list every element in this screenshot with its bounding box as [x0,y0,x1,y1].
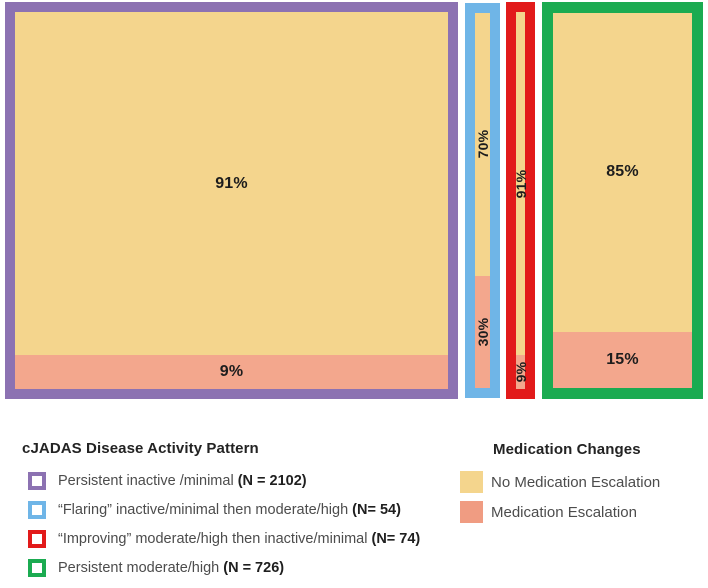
legend-item-text: “Improving” moderate/high then inactive/… [58,531,372,547]
legend-item-text: Persistent inactive /minimal [58,473,238,489]
segment-percent-label: 9% [512,361,529,383]
segment-no-med-escalation: 91% [513,12,529,356]
legend-item-n: (N= 54) [352,502,401,518]
purple-open-square-swatch [28,472,46,490]
salmon-filled-square-swatch [460,501,483,523]
segment-med-escalation: 9% [513,355,529,389]
legend-item-flaring: “Flaring” inactive/minimal then moderate… [22,501,420,519]
segment-percent-label: 15% [606,350,639,368]
segment-percent-label: 85% [606,163,639,181]
bar-flaring-inactive-then-moderate: 70% 30% [465,3,500,398]
segment-percent-label: 91% [215,174,248,192]
segment-med-escalation: 30% [474,275,491,388]
legend-item-n: (N = 2102) [237,473,307,489]
legend-item-label: “Improving” moderate/high then inactive/… [58,531,420,547]
bar-persistent-inactive-minimal: 91% 9% [5,2,458,399]
legend-item-persistent-inactive: Persistent inactive /minimal (N = 2102) [22,472,420,490]
segment-no-med-escalation: 85% [553,13,692,332]
legend-item-text: Persistent moderate/high [58,560,224,576]
segment-med-escalation: 9% [15,355,448,389]
legend-medication-changes: Medication Changes No Medication Escalat… [460,441,660,531]
legend-item-label: Persistent moderate/high (N = 726) [58,560,284,576]
segment-no-med-escalation: 70% [474,13,491,276]
legend-item-label: Medication Escalation [491,503,637,521]
legend-item-label: Persistent inactive /minimal (N = 2102) [58,473,307,489]
segment-percent-label: 30% [474,317,491,347]
legend-title-disease-activity: cJADAS Disease Activity Pattern [22,440,259,457]
segment-percent-label: 9% [219,363,244,381]
legend-item-n: (N= 74) [371,531,421,547]
bar-persistent-moderate-high: 85% 15% [542,2,703,399]
legend-title-medication-changes: Medication Changes [493,441,641,458]
tan-filled-square-swatch [460,471,483,493]
legend-item-n: (N = 726) [223,560,285,576]
legend-item-persistent-moderate: Persistent moderate/high (N = 726) [22,559,420,577]
legend-item-label: No Medication Escalation [491,473,661,491]
legend-item-medication-escalation: Medication Escalation [460,501,660,523]
legend-item-no-medication-escalation: No Medication Escalation [460,471,660,493]
legend-item-text: “Flaring” inactive/minimal then moderate… [58,502,353,518]
red-open-square-swatch [28,530,46,548]
green-open-square-swatch [28,559,46,577]
segment-percent-label: 70% [474,129,491,159]
legend-item-improving: “Improving” moderate/high then inactive/… [22,530,420,548]
segment-percent-label: 91% [512,169,529,198]
segment-no-med-escalation: 91% [15,12,448,356]
legend-item-label: “Flaring” inactive/minimal then moderate… [58,502,401,518]
legend-disease-activity-pattern: cJADAS Disease Activity Pattern Persiste… [22,440,420,588]
blue-open-square-swatch [28,501,46,519]
segment-med-escalation: 15% [553,331,692,388]
bar-improving-moderate-then-inactive: 91% 9% [506,2,535,399]
